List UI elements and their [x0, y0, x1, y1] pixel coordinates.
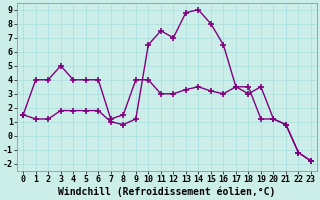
X-axis label: Windchill (Refroidissement éolien,°C): Windchill (Refroidissement éolien,°C) [58, 187, 276, 197]
